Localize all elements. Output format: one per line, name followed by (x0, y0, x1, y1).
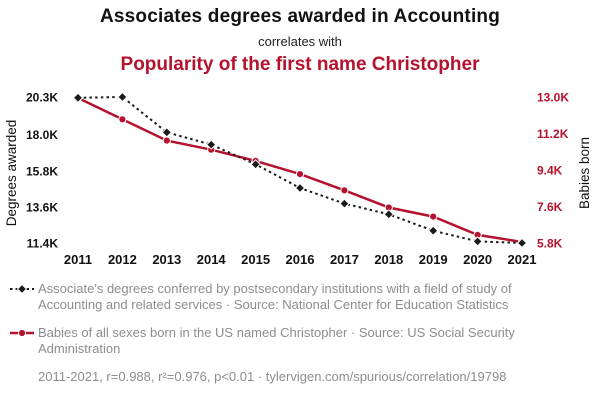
correlation-line-chart: 20.3K 18.0K 15.8K 13.6K 11.4K 13.0K 11.2K 9.4K 7… (4, 91, 592, 268)
legend-item-babies: Babies of all sexes born in the US named… (8, 325, 543, 356)
svg-text:13.6K: 13.6K (26, 200, 58, 214)
red-line-circle-icon (10, 328, 34, 338)
chart-legend: Associate's degrees conferred by postsec… (8, 281, 592, 385)
svg-text:2012: 2012 (108, 252, 137, 267)
svg-text:11.4K: 11.4K (27, 237, 59, 251)
left-axis-title: Degrees awarded (4, 120, 19, 227)
subtitle: correlates with (258, 34, 342, 49)
right-axis-title: Babies born (577, 137, 592, 209)
x-axis-ticks: 2011 2012 2013 2014 2015 2016 2017 2018 2019 2020… (64, 252, 537, 267)
secondary-title: Popularity of the first name Christopher (120, 54, 480, 75)
svg-text:2011: 2011 (64, 252, 92, 267)
svg-text:13.0K: 13.0K (537, 91, 569, 105)
svg-text:20.3K: 20.3K (26, 91, 58, 105)
svg-text:2020: 2020 (463, 252, 492, 267)
svg-text:2013: 2013 (152, 252, 181, 267)
series-babies (73, 93, 527, 247)
svg-text:2017: 2017 (330, 252, 359, 267)
svg-text:2015: 2015 (241, 252, 270, 267)
svg-text:2018: 2018 (374, 252, 403, 267)
header: Associates degrees awarded in Accounting… (0, 0, 600, 76)
svg-text:2016: 2016 (286, 252, 315, 267)
legend-item-babies-label: Babies of all sexes born in the US named… (38, 325, 515, 356)
svg-text:5.8K: 5.8K (537, 237, 563, 251)
svg-text:7.6K: 7.6K (537, 200, 563, 214)
series-degrees (72, 91, 528, 249)
svg-text:15.8K: 15.8K (26, 164, 58, 178)
svg-text:2019: 2019 (419, 252, 448, 267)
svg-text:18.0K: 18.0K (26, 128, 58, 142)
svg-text:11.2K: 11.2K (537, 127, 569, 141)
legend-item-degrees-label: Associate's degrees conferred by postsec… (38, 281, 512, 312)
page-title: Associates degrees awarded in Accounting (99, 6, 501, 27)
svg-text:9.4K: 9.4K (537, 164, 563, 178)
stats-footer: 2011-2021, r=0.988, r²=0.976, p<0.01 · t… (38, 369, 507, 384)
legend-item-degrees: Associate's degrees conferred by postsec… (8, 281, 543, 312)
right-axis-ticks: 13.0K 11.2K 9.4K 7.6K 5.8K (537, 91, 569, 251)
svg-text:2021: 2021 (508, 252, 537, 267)
left-axis-ticks: 20.3K 18.0K 15.8K 13.6K 11.4K (26, 91, 58, 251)
dashed-line-diamond-icon (10, 283, 34, 295)
svg-text:2014: 2014 (197, 252, 227, 267)
